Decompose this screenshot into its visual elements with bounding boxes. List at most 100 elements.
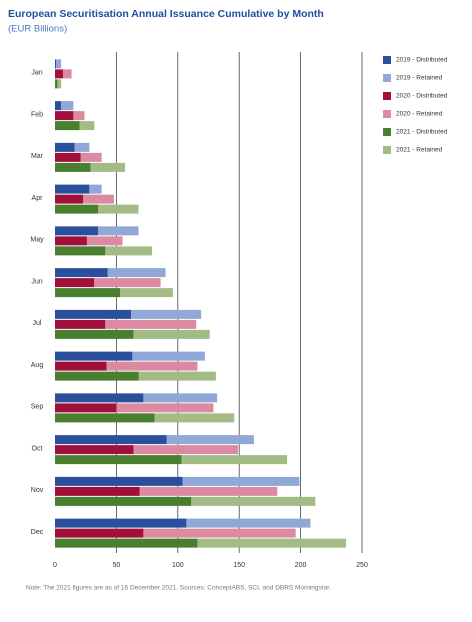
bar [55,329,134,339]
bar [55,121,80,131]
bar [83,194,114,204]
bar [55,371,139,381]
bar [55,236,87,246]
bar [55,496,192,506]
x-tick-label: 150 [233,562,245,569]
bar [55,142,75,152]
y-tick-label: Oct [32,445,43,452]
bar [55,455,182,465]
bar [97,204,139,214]
bar [55,162,91,172]
bar [138,371,216,381]
bar [55,403,117,413]
bar [55,486,140,496]
bar [55,288,121,298]
bar [73,111,85,121]
bar [89,184,102,194]
bar [132,351,205,361]
legend-swatch [383,74,391,82]
bar [55,101,62,111]
chart-title: European Securitisation Annual Issuance … [8,8,324,20]
x-tick-label: 50 [113,562,121,569]
bar [143,393,218,403]
bar [79,121,95,131]
legend-swatch [383,92,391,100]
bar [182,476,300,486]
bar [55,445,134,455]
bar [133,445,238,455]
bar [74,142,90,152]
bar [55,268,108,278]
bar [94,278,161,288]
y-tick-label: Jun [31,278,42,285]
bar [61,101,74,111]
bar [55,351,133,361]
y-tick-label: Mar [31,153,44,160]
bar [191,496,316,506]
y-tick-label: Aug [31,362,44,369]
bar [55,184,90,194]
legend-label: 2019 - Distributed [396,57,448,64]
bar [55,246,106,256]
legend-swatch [383,128,391,136]
bar [55,319,106,329]
legend-label: 2021 - Distributed [396,129,448,136]
bar [55,278,95,288]
bar [55,59,57,69]
bar [55,518,187,528]
bar [56,59,62,69]
y-tick-label: Jan [31,70,42,77]
y-tick-label: Apr [32,195,44,202]
footnote: Note: The 2021 figures are as of 16 Dece… [26,585,331,592]
bar [139,486,278,496]
bar [55,413,155,423]
legend-swatch [383,110,391,118]
bar [55,79,58,89]
bar [55,194,84,204]
bar [166,435,254,445]
bar [55,111,74,121]
legend-label: 2020 - Distributed [396,93,448,100]
bar [90,162,125,172]
chart-subtitle: (EUR Billions) [8,24,67,35]
bar [143,528,296,538]
bar [186,518,311,528]
legend-swatch [383,56,391,64]
bar [154,413,235,423]
bar [62,69,72,79]
bar [106,361,198,371]
bar [55,528,144,538]
legend-swatch [383,146,391,154]
bar [55,393,144,403]
bar [133,329,210,339]
bar [55,538,198,548]
y-tick-label: Nov [31,487,44,494]
bar [55,204,98,214]
x-tick-label: 100 [172,562,184,569]
legend-label: 2019 - Retained [396,75,443,82]
bar [55,226,98,236]
bar [55,152,81,162]
bar [105,319,197,329]
x-tick-label: 0 [53,562,57,569]
x-tick-label: 250 [356,562,368,569]
bar [55,435,167,445]
bar [86,236,123,246]
bar [105,246,153,256]
legend-label: 2020 - Retained [396,111,443,118]
bar [80,152,102,162]
bar [131,309,202,319]
y-tick-label: Feb [31,111,43,118]
bar [55,69,63,79]
bar [97,226,139,236]
bar [116,403,214,413]
bar [197,538,347,548]
y-tick-label: Dec [31,529,44,536]
y-tick-label: Sep [31,404,44,411]
x-tick-label: 200 [295,562,307,569]
bar [55,309,132,319]
y-tick-label: May [30,237,44,244]
legend-label: 2021 - Retained [396,147,443,154]
bar [107,268,166,278]
